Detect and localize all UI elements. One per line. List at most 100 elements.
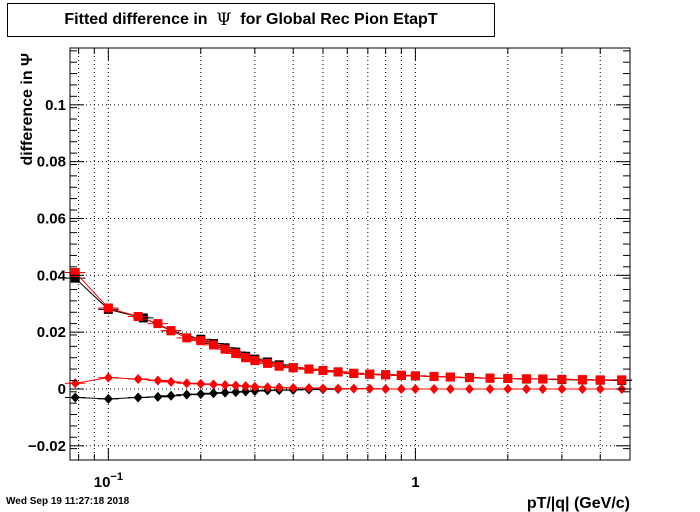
data-point	[445, 383, 455, 394]
data-point	[485, 383, 495, 394]
tick-labels: −0.02 0 0.02 0.04 0.06 0.08 0.1 10−1 1	[28, 97, 420, 491]
series-layer	[64, 267, 633, 404]
data-point	[429, 371, 439, 381]
data-point	[231, 348, 241, 358]
chart-title-box: Fitted difference in Ψ for Global Rec Pi…	[7, 3, 495, 37]
data-point	[153, 391, 163, 402]
chart-title-suffix: for Global Rec Pion EtapT	[240, 11, 438, 28]
data-point	[304, 383, 314, 394]
data-point	[166, 390, 176, 401]
data-point	[70, 392, 80, 403]
data-point	[557, 383, 567, 394]
series-1	[64, 267, 633, 385]
data-point	[538, 383, 548, 394]
data-point	[241, 381, 251, 392]
tick-marks	[70, 48, 631, 461]
data-point	[182, 333, 192, 343]
data-point	[577, 375, 587, 385]
data-point	[429, 383, 439, 394]
data-point	[250, 381, 260, 392]
data-point	[595, 375, 605, 385]
data-point	[153, 319, 163, 329]
chart-title-symbol: Ψ	[216, 10, 232, 30]
data-point	[196, 336, 206, 346]
data-point	[182, 378, 192, 389]
data-point	[182, 389, 192, 400]
data-point	[70, 378, 80, 389]
data-point	[250, 356, 260, 366]
data-point	[503, 383, 513, 394]
y-tick-label: 0	[58, 381, 66, 398]
data-point	[166, 376, 176, 387]
series-0	[64, 273, 633, 385]
data-point	[464, 373, 474, 383]
data-point	[410, 371, 420, 381]
data-point	[333, 383, 343, 394]
data-point	[166, 326, 176, 336]
series-3	[64, 372, 633, 394]
y-tick-label: 0.06	[37, 210, 66, 227]
data-point	[196, 378, 206, 389]
data-point	[208, 379, 218, 390]
data-point	[557, 374, 567, 384]
y-tick-label: 0.04	[37, 267, 67, 284]
data-point	[445, 372, 455, 382]
data-point	[485, 373, 495, 383]
data-point	[410, 383, 420, 394]
series-line	[74, 277, 622, 381]
data-point	[349, 368, 359, 378]
data-point	[365, 383, 375, 394]
grid-lines	[70, 48, 631, 460]
data-point	[231, 380, 241, 391]
data-point	[288, 363, 298, 373]
data-point	[464, 383, 474, 394]
data-point	[241, 353, 251, 363]
data-point	[263, 358, 273, 368]
data-point	[231, 387, 241, 398]
data-point	[196, 389, 206, 400]
data-point	[318, 383, 328, 394]
data-point	[521, 383, 531, 394]
data-point	[208, 388, 218, 399]
data-point	[133, 392, 143, 403]
data-point	[503, 373, 513, 383]
data-point	[103, 372, 113, 383]
data-point	[333, 367, 343, 377]
y-tick-label: 0.08	[37, 154, 66, 171]
data-point	[538, 374, 548, 384]
data-point	[577, 383, 587, 394]
x-tick-label: 10−1	[94, 471, 123, 491]
data-point	[153, 375, 163, 386]
data-point	[263, 382, 273, 393]
y-axis-label: difference in Ψ	[19, 53, 36, 166]
data-point	[70, 267, 80, 277]
data-point	[304, 364, 314, 374]
data-point	[208, 340, 218, 350]
data-point	[103, 303, 113, 313]
data-point	[274, 382, 284, 393]
chart-title-prefix: Fitted difference in	[64, 11, 208, 28]
data-point	[521, 374, 531, 384]
y-tick-label: −0.02	[28, 438, 66, 455]
data-point	[595, 383, 605, 394]
data-point	[365, 369, 375, 379]
plot-frame	[69, 47, 631, 461]
x-tick-label: 1	[411, 474, 419, 491]
data-point	[396, 370, 406, 380]
data-point	[133, 374, 143, 385]
timestamp: Wed Sep 19 11:27:18 2018	[6, 496, 130, 507]
y-tick-label: 0.02	[37, 324, 66, 341]
data-point	[288, 382, 298, 393]
data-point	[133, 312, 143, 322]
data-point	[220, 344, 230, 354]
y-tick-label: 0.1	[45, 97, 66, 114]
data-point	[318, 365, 328, 375]
data-point	[241, 386, 251, 397]
data-point	[381, 370, 391, 380]
data-point	[349, 383, 359, 394]
data-point	[381, 383, 391, 394]
data-point	[220, 387, 230, 398]
data-point	[274, 361, 284, 371]
data-point	[617, 375, 627, 385]
